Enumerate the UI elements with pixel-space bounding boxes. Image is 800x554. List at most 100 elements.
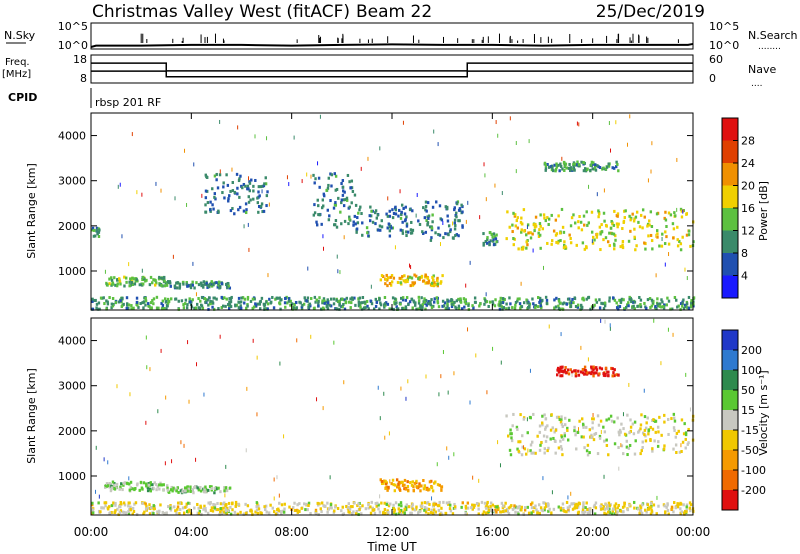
echo-point (409, 480, 412, 484)
echo-point (393, 489, 397, 493)
echo-point (521, 434, 524, 438)
echo-point (383, 501, 386, 505)
echo-point (437, 305, 441, 309)
echo-point (625, 445, 629, 449)
echo-point (516, 297, 520, 301)
echo-point (582, 501, 585, 505)
echo-point (635, 244, 638, 248)
echo-point (410, 220, 413, 224)
echo-point (305, 299, 308, 303)
noise-point (655, 233, 657, 238)
echo-point (574, 503, 577, 507)
echo-point (184, 298, 188, 302)
echo-point (609, 414, 613, 418)
echo-point (507, 506, 511, 510)
echo-point (99, 510, 102, 514)
echo-point (492, 232, 496, 236)
noise-point (225, 464, 227, 469)
echo-point (582, 214, 586, 218)
noise-point (388, 431, 390, 436)
echo-point (522, 301, 526, 305)
echo-point (424, 230, 428, 234)
noise-point (578, 427, 580, 432)
echo-point (380, 219, 383, 223)
echo-point (392, 483, 395, 487)
echo-point (660, 298, 663, 302)
echo-point (560, 422, 564, 426)
echo-point (242, 512, 245, 516)
echo-point (329, 172, 332, 176)
echo-point (234, 504, 237, 508)
noise-point (529, 368, 531, 373)
echo-point (419, 504, 423, 508)
echo-point (687, 427, 690, 431)
echo-point (401, 229, 404, 233)
echo-point (118, 280, 122, 284)
echo-point (681, 235, 684, 239)
echo-point (279, 307, 282, 311)
echo-point (581, 508, 585, 512)
echo-point (630, 300, 633, 304)
echo-point (176, 281, 179, 285)
echo-point (172, 486, 175, 490)
echo-point (545, 298, 549, 302)
echo-point (263, 307, 266, 311)
echo-point (604, 512, 608, 516)
echo-point (209, 508, 213, 512)
echo-point (191, 298, 194, 302)
echo-point (511, 424, 514, 428)
echo-point (563, 434, 567, 438)
echo-point (617, 445, 620, 449)
freq-panel: Freq. [MHz] 18 8 60 0 Nave .... (2, 53, 776, 89)
echo-point (580, 160, 583, 164)
echo-point (202, 507, 205, 511)
echo-point (162, 307, 166, 311)
echo-point (353, 501, 356, 505)
echo-point (406, 480, 409, 484)
echo-point (263, 182, 266, 186)
echo-point (369, 219, 372, 223)
echo-point (408, 505, 411, 509)
echo-point (326, 510, 329, 514)
echo-point (334, 174, 338, 178)
echo-point (482, 241, 485, 245)
echo-point (122, 482, 126, 486)
echo-point (160, 301, 163, 305)
echo-point (585, 246, 588, 250)
echo-point (436, 301, 440, 305)
echo-point (623, 209, 626, 213)
echo-point (553, 306, 556, 310)
echo-point (690, 301, 693, 305)
echo-point (487, 304, 490, 308)
echo-point (411, 281, 414, 285)
echo-point (404, 505, 408, 509)
echo-point (607, 164, 611, 168)
echo-point (411, 228, 415, 232)
echo-point (635, 210, 639, 214)
noise-point (193, 162, 195, 167)
echo-point (269, 301, 272, 305)
echo-point (555, 240, 558, 244)
echo-point (224, 505, 227, 509)
echo-point (537, 296, 540, 300)
echo-point (512, 412, 515, 416)
echo-point (220, 282, 224, 286)
echo-point (162, 488, 165, 492)
echo-point (261, 210, 264, 214)
echo-point (405, 296, 409, 300)
noise-point (389, 479, 391, 484)
echo-point (313, 295, 317, 299)
echo-point (200, 304, 204, 308)
echo-point (498, 307, 502, 311)
echo-point (326, 501, 329, 505)
echo-point (348, 510, 351, 514)
echo-point (583, 223, 586, 227)
echo-point (452, 303, 455, 307)
echo-point (685, 212, 689, 216)
noise-point (515, 141, 517, 146)
echo-point (639, 423, 643, 427)
echo-point (583, 365, 587, 369)
echo-point (636, 507, 640, 511)
echo-point (134, 501, 138, 505)
echo-point (451, 512, 455, 516)
